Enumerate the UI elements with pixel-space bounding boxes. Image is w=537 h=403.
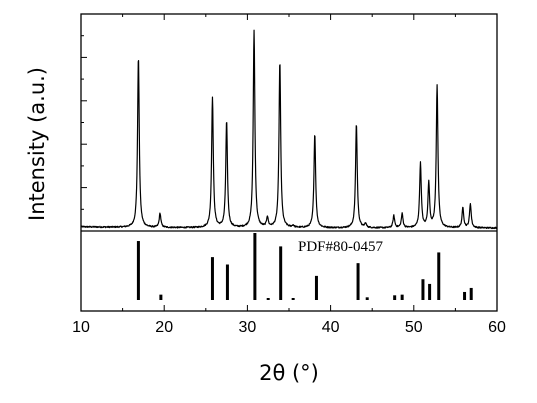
reference-label: PDF#80-0457 — [298, 239, 384, 255]
plot-frame — [80, 13, 498, 312]
y-axis-ticks — [81, 13, 87, 232]
x-axis-ticks — [80, 14, 498, 311]
x-tick-labels: 10 20 30 40 50 60 — [72, 319, 506, 336]
x-tick-label: 20 — [155, 319, 173, 336]
x-tick-label: 50 — [405, 319, 423, 336]
x-axis-title: 2θ (°) — [259, 361, 319, 385]
measured-pattern-line — [80, 29, 498, 230]
x-tick-label: 60 — [488, 319, 506, 336]
x-tick-label: 40 — [322, 319, 340, 336]
reference-sticks — [136, 233, 473, 300]
x-tick-label: 30 — [239, 319, 257, 336]
x-tick-label: 10 — [72, 319, 90, 336]
y-axis-title: Intensity (a.u.) — [25, 67, 49, 221]
